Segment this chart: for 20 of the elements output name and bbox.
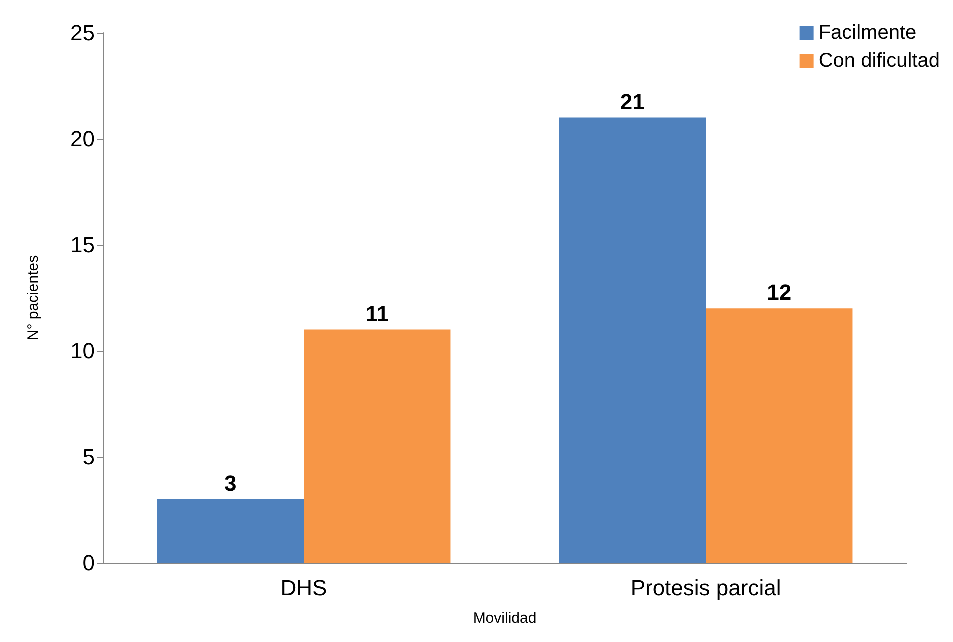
bar (157, 499, 304, 563)
y-tick-label: 25 (70, 20, 95, 46)
bar (559, 118, 706, 563)
x-tick-label: Protesis parcial (630, 576, 782, 600)
y-tick-label: 20 (70, 126, 95, 152)
legend-label: Facilmente (818, 22, 917, 44)
y-tick-label: 0 (82, 550, 95, 576)
data-label: 21 (620, 89, 645, 114)
legend-label: Con dificultad (818, 50, 940, 72)
y-axis-title: N° pacientes (25, 255, 42, 341)
x-tick-label: DHS (280, 576, 328, 600)
data-label: 12 (767, 280, 792, 306)
data-label: 3 (224, 470, 237, 496)
bar (706, 308, 853, 563)
y-tick-label: 15 (70, 232, 95, 258)
y-tick-label: 10 (70, 338, 95, 364)
y-tick-label: 5 (82, 444, 95, 470)
x-axis-title: Movilidad (473, 610, 537, 627)
data-label: 11 (366, 301, 389, 326)
bar (304, 330, 451, 563)
